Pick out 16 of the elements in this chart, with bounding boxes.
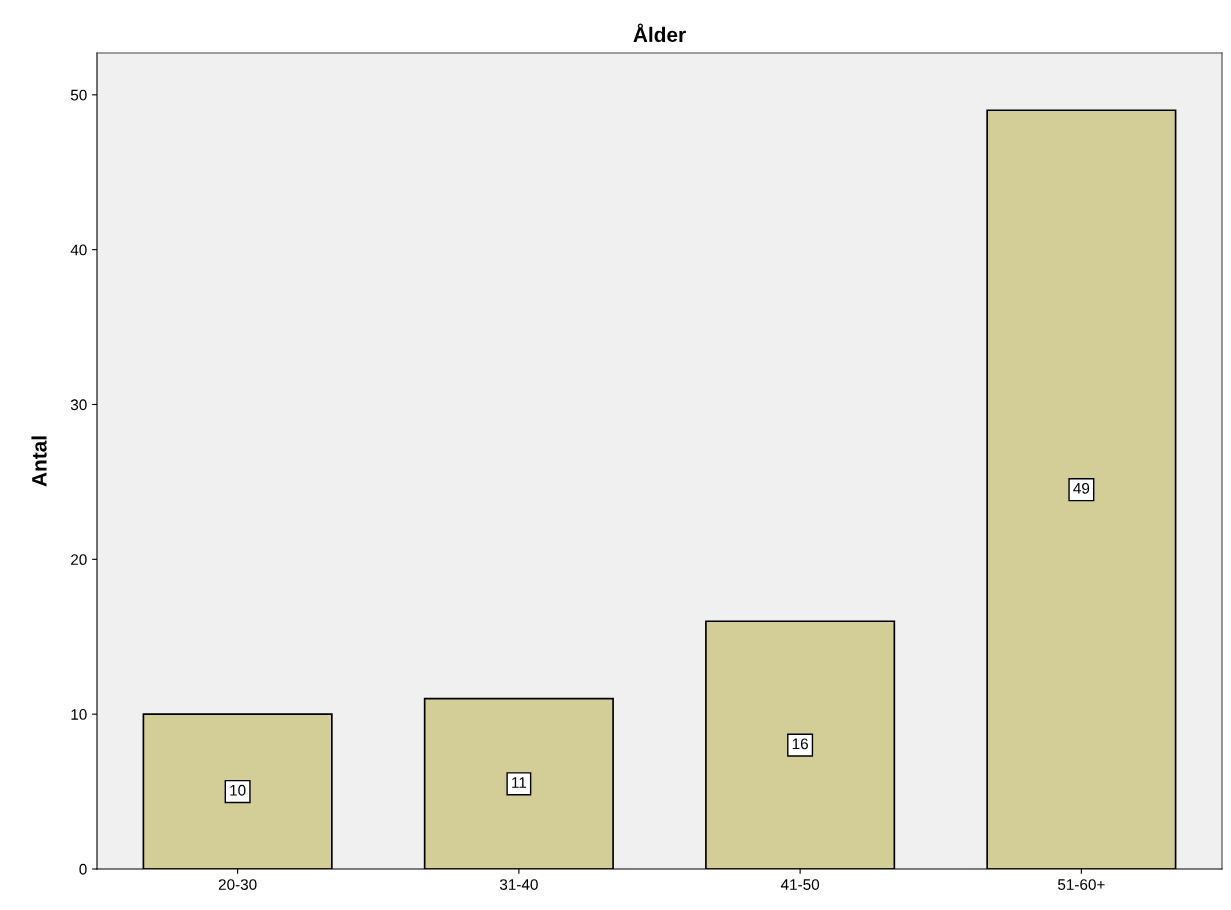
x-tick-label: 51-60+ [1057,879,1105,890]
y-tick-label: 40 [70,244,87,256]
y-tick-label: 10 [71,709,87,720]
x-tick-label: 41-50 [780,879,820,890]
data-label: 11 [512,777,527,788]
y-tick-label: 50 [70,89,87,101]
data-label: 10 [230,784,246,796]
data-label: 16 [792,738,808,750]
y-axis-title: Antal [31,436,47,487]
x-tick-label: 20-30 [218,879,257,890]
y-tick-label: 30 [70,399,87,411]
chart-title: Ålder [633,23,686,43]
y-tick-label: 0 [79,863,87,875]
data-label: 49 [1073,482,1090,494]
x-tick-label: 31-40 [499,879,538,890]
y-tick-label: 20 [71,554,87,566]
